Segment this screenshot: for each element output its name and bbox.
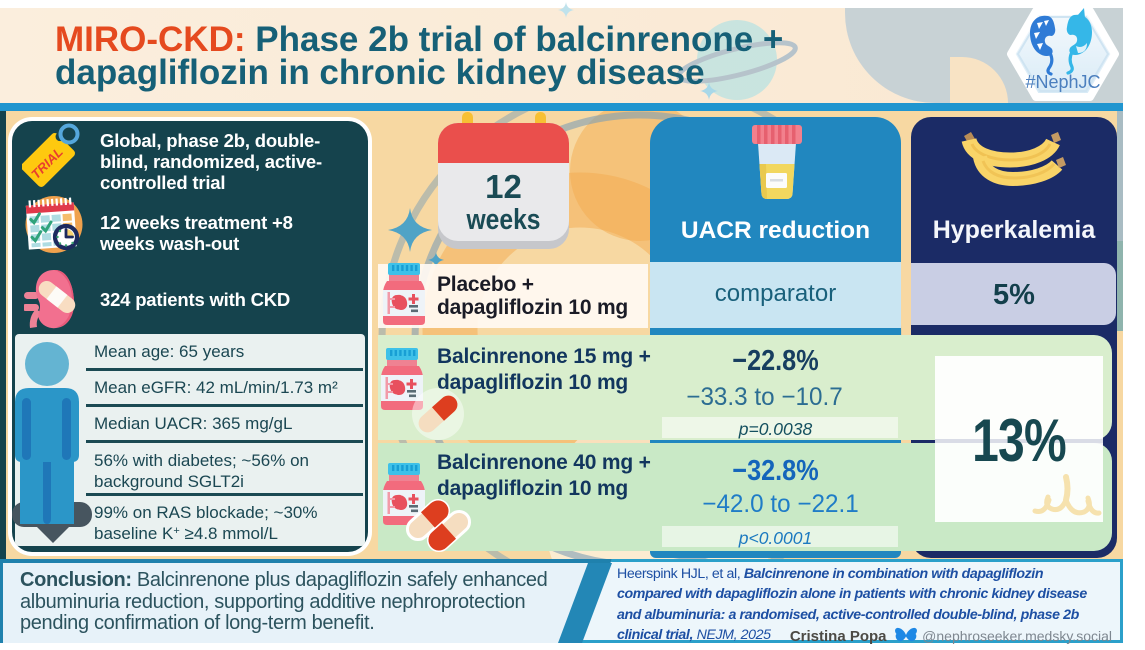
svg-text:#NephJC: #NephJC <box>1025 72 1100 92</box>
